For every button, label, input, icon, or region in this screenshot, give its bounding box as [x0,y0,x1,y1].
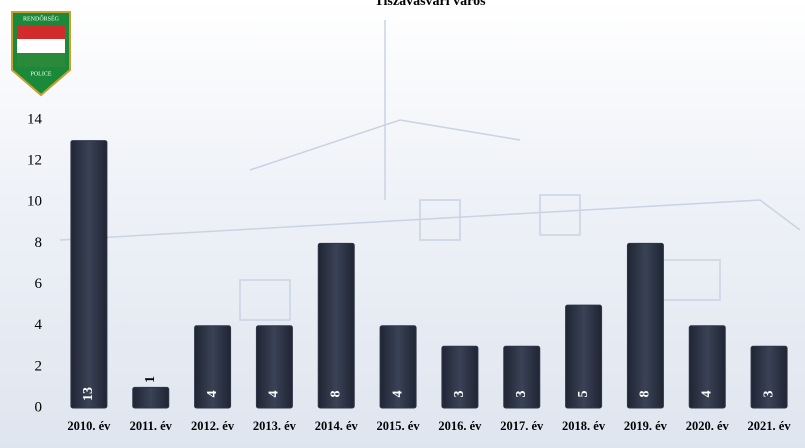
x-tick-label: 2012. év [191,419,235,433]
x-tick-label: 2019. év [624,419,668,433]
bar [255,325,293,409]
bar [317,242,355,409]
x-tick-label: 2018. év [562,419,606,433]
x-tick-label: 2014. év [315,419,359,433]
data-label: 4 [390,391,405,398]
x-tick-label: 2015. év [377,419,421,433]
bar [750,345,788,409]
x-tick-label: 2013. év [253,419,297,433]
y-tick-label: 6 [35,276,43,292]
police-badge: RENDŐRSÉG POLICE [11,11,71,97]
bar [70,140,108,409]
data-label: 3 [761,391,776,398]
bar [626,242,664,409]
x-tick-label: 2020. év [686,419,730,433]
y-tick-label: 10 [27,194,42,210]
bar [194,325,232,409]
bar [441,345,479,409]
data-label: 8 [328,391,343,398]
badge-top: RENDŐRSÉG [23,14,60,22]
y-tick-label: 8 [35,235,43,251]
badge-bottom: POLICE [31,71,52,77]
data-label: 4 [699,391,714,398]
bar [503,345,541,409]
chart-title: Tiszavasvári város [374,0,486,9]
data-label: 13 [81,387,96,401]
x-tick-label: 2010. év [67,419,111,433]
bar [688,325,726,409]
y-tick-label: 14 [27,111,43,127]
data-label: 4 [267,391,282,398]
y-tick-label: 2 [35,358,43,374]
data-label: 3 [452,391,467,398]
x-tick-label: 2011. év [130,419,173,433]
data-label: 5 [576,391,591,398]
data-label: 4 [205,391,220,398]
bar [565,304,603,409]
x-tick-label: 2017. év [500,419,544,433]
y-tick-label: 12 [27,153,42,169]
bar [132,386,170,409]
bar [379,325,417,409]
data-label: 3 [514,391,529,398]
building-sketch [59,20,801,321]
x-tick-label: 2021. év [748,419,792,433]
y-tick-label: 4 [35,317,43,333]
y-tick-label: 0 [35,399,43,415]
x-tick-label: 2016. év [438,419,482,433]
data-label: 1 [143,376,158,383]
data-label: 8 [638,391,653,398]
